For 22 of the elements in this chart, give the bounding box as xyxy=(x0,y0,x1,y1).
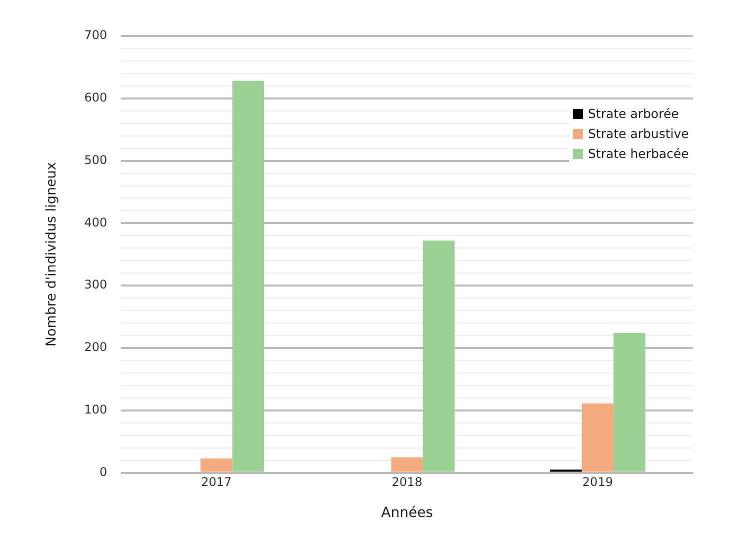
bar xyxy=(232,80,264,472)
bar xyxy=(582,404,614,472)
y-tick-label: 200 xyxy=(84,340,108,354)
legend-label: Strate arborée xyxy=(588,105,679,124)
y-tick-label: 400 xyxy=(84,215,108,230)
y-axis-title: Nombre d'individus ligneux xyxy=(44,162,60,347)
legend-label: Strate herbacée xyxy=(588,145,689,164)
legend-label: Strate arbustive xyxy=(588,125,689,144)
y-tick-label: 600 xyxy=(84,90,108,105)
x-tick-label: 2019 xyxy=(582,475,613,490)
y-tick-label: 500 xyxy=(84,152,108,167)
y-tick-label: 300 xyxy=(84,278,108,292)
x-axis-title: Années xyxy=(381,505,433,522)
x-tick-label: 2017 xyxy=(201,475,232,490)
bar xyxy=(614,333,646,472)
bar xyxy=(200,458,232,472)
x-tick-label: 2018 xyxy=(392,475,422,490)
y-tick-label: 0 xyxy=(99,464,108,479)
y-tick-label: 700 xyxy=(84,28,108,42)
bar xyxy=(391,457,423,472)
bar xyxy=(422,240,455,472)
y-tick-label: 100 xyxy=(84,402,108,417)
